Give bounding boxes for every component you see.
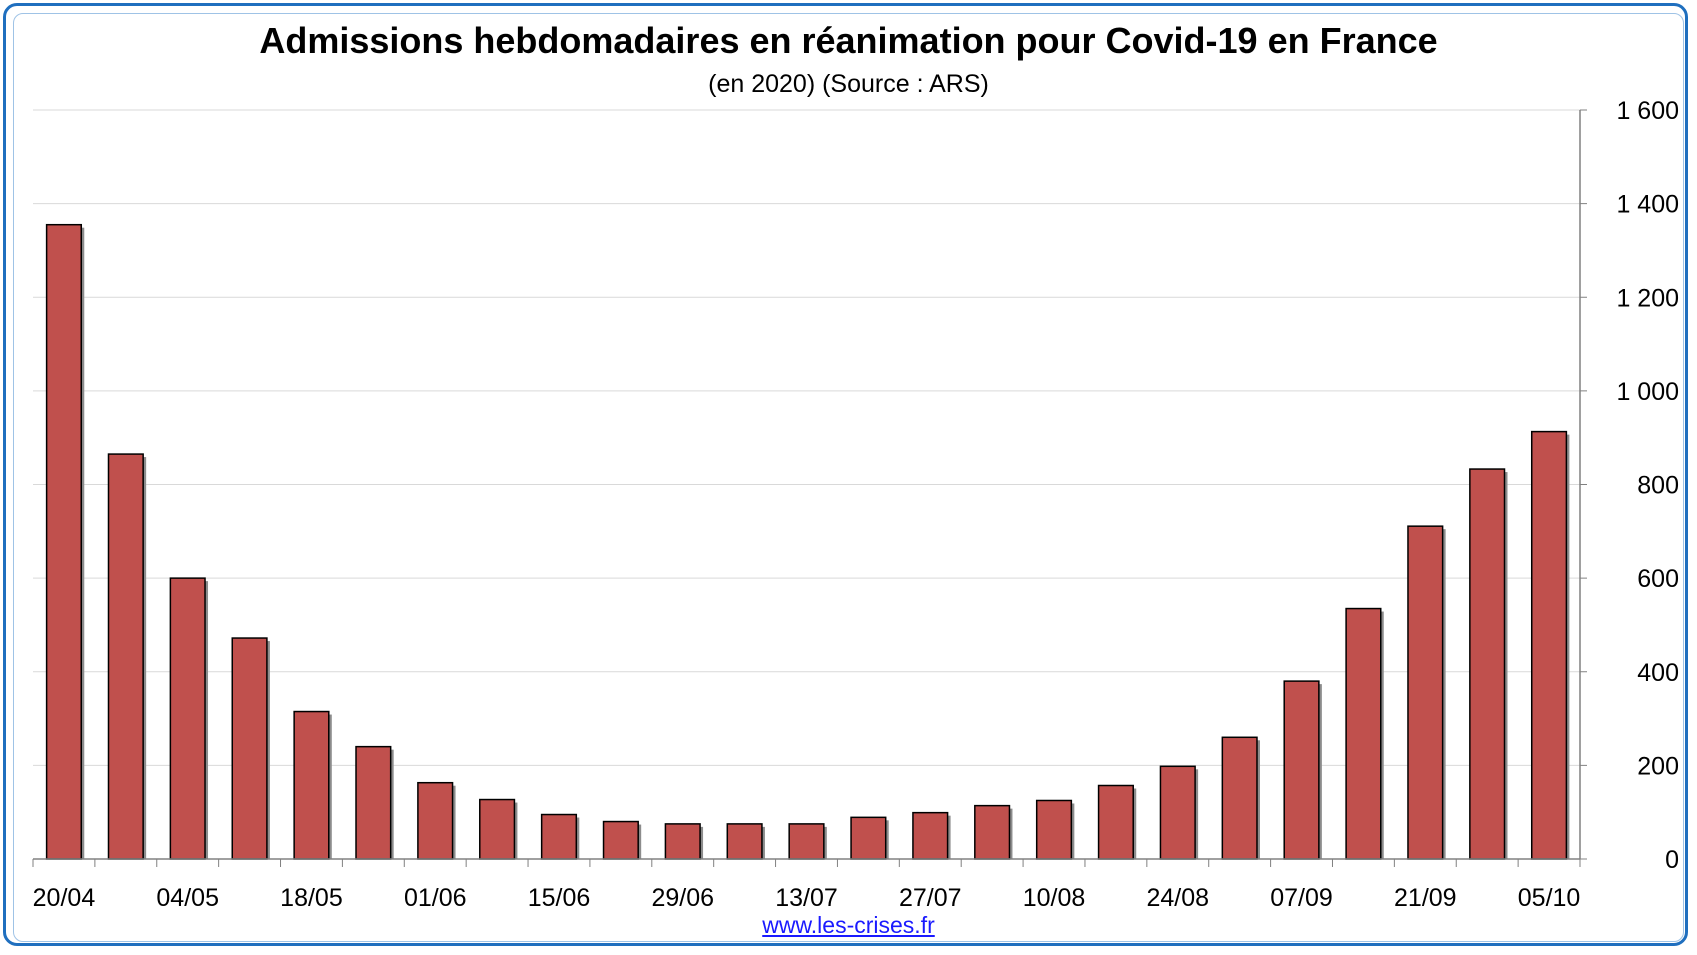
chart-subtitle: (en 2020) (Source : ARS) <box>708 70 989 98</box>
y-tick-label: 1 600 <box>1616 97 1679 125</box>
bar <box>1159 765 1196 860</box>
bar <box>107 453 144 860</box>
y-tick-label: 0 <box>1665 846 1679 874</box>
y-tick-label: 800 <box>1637 472 1679 500</box>
x-tick-label: 27/07 <box>899 884 962 912</box>
x-tick-label: 13/07 <box>775 884 838 912</box>
bar <box>1283 680 1320 860</box>
y-tick-label: 1 400 <box>1616 191 1679 219</box>
chart-title: Admissions hebdomadaires en réanimation … <box>259 20 1438 61</box>
x-tick-label: 10/08 <box>1023 884 1086 912</box>
x-tick-label: 07/09 <box>1270 884 1333 912</box>
bar <box>169 577 206 860</box>
bar <box>1345 607 1382 860</box>
y-tick-label: 1 200 <box>1616 284 1679 312</box>
y-tick-label: 200 <box>1637 752 1679 780</box>
bar <box>540 813 578 860</box>
axes <box>32 109 1587 867</box>
bar <box>417 781 454 860</box>
y-tick-labels: 0 200 400 600 800 1 000 1 200 1 400 1 600 <box>1616 97 1679 874</box>
bar <box>1221 736 1258 860</box>
bar <box>45 223 83 860</box>
bar <box>231 637 268 860</box>
bar <box>912 811 949 860</box>
x-tick-label: 29/06 <box>651 884 714 912</box>
bar <box>1530 430 1568 860</box>
x-tick-label: 18/05 <box>280 884 343 912</box>
gridlines <box>33 109 1580 766</box>
bar <box>1035 799 1073 860</box>
y-tick-label: 600 <box>1637 565 1679 593</box>
x-tick-label: 01/06 <box>404 884 467 912</box>
bar <box>1469 468 1506 860</box>
bar <box>479 798 516 860</box>
bar <box>664 823 701 860</box>
y-tick-label: 1 000 <box>1616 378 1679 406</box>
bar <box>602 820 639 860</box>
source-link[interactable]: www.les-crises.fr <box>762 912 935 938</box>
x-tick-label: 04/05 <box>156 884 219 912</box>
bar <box>974 804 1011 860</box>
bar <box>726 823 763 860</box>
y-tick-label: 400 <box>1637 659 1679 687</box>
x-tick-label: 05/10 <box>1518 884 1581 912</box>
chart-frame-inner <box>13 13 1684 942</box>
bar <box>355 745 392 860</box>
bars <box>45 223 1570 860</box>
x-tick-label: 20/04 <box>33 884 96 912</box>
bar <box>1407 525 1444 860</box>
bar <box>1097 784 1134 860</box>
x-tick-label: 15/06 <box>528 884 591 912</box>
bar <box>850 816 887 860</box>
x-tick-labels: 20/04 04/05 18/05 01/06 15/06 29/06 13/07 27/07… <box>33 884 1581 912</box>
chart-frame <box>3 3 1688 946</box>
x-tick-label: 21/09 <box>1394 884 1457 912</box>
bar <box>293 710 330 860</box>
x-tick-label: 24/08 <box>1146 884 1209 912</box>
bar <box>788 823 825 860</box>
